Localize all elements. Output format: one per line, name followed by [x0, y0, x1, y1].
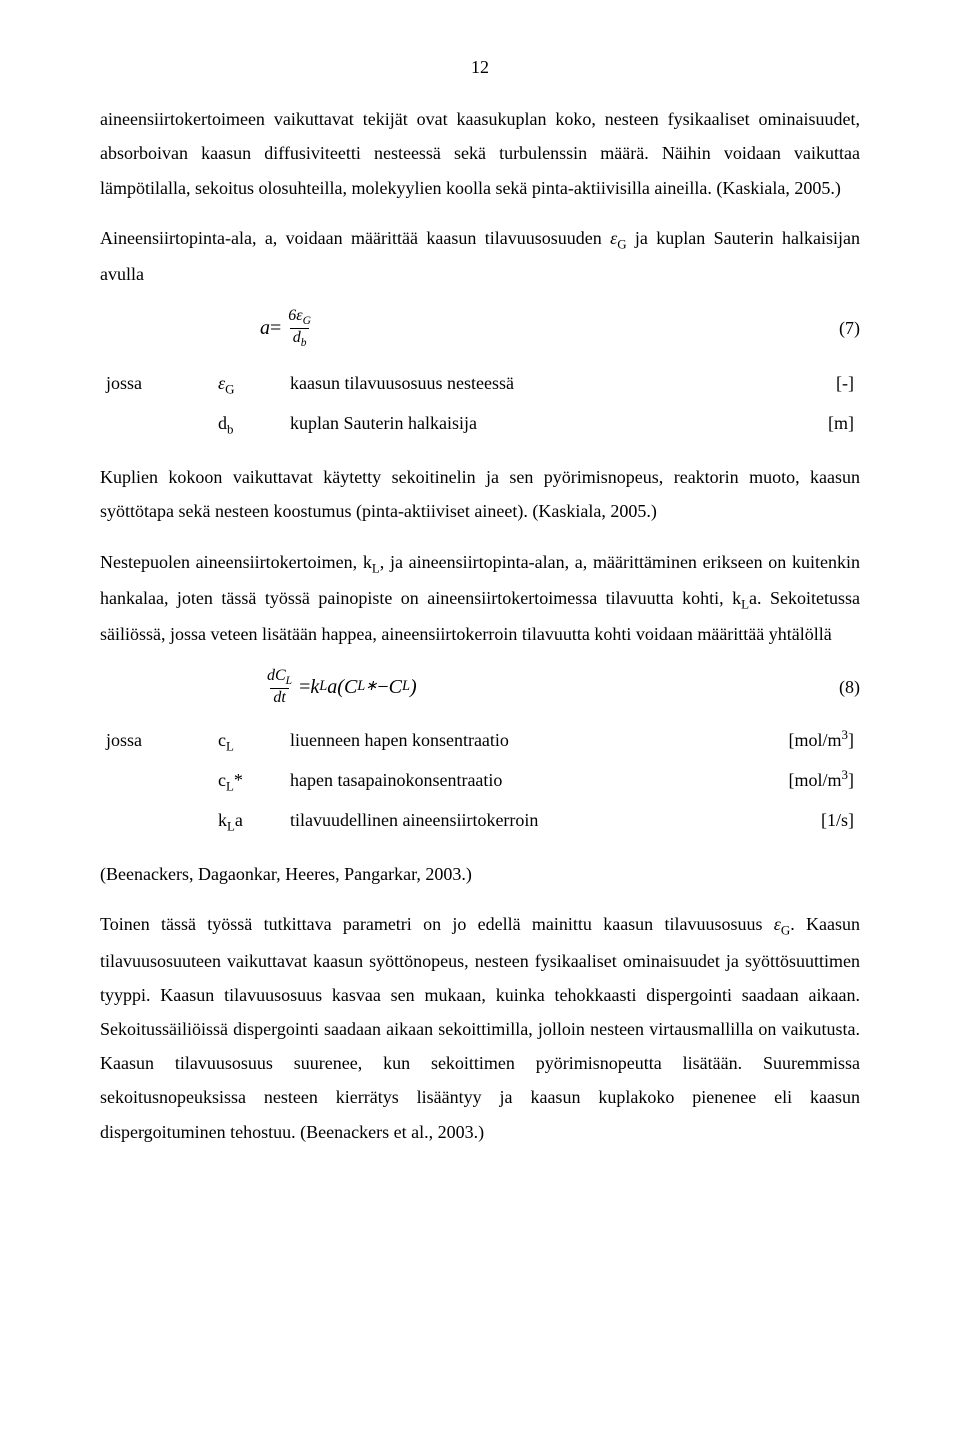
- empty: [100, 801, 212, 841]
- subscript: L: [226, 778, 234, 793]
- subscript: L: [741, 596, 749, 611]
- unit: [mol/m3]: [738, 761, 860, 801]
- description: kuplan Sauterin halkaisija: [284, 404, 738, 444]
- paragraph-6: Toinen tässä työssä tutkittava parametri…: [100, 907, 860, 1148]
- minus: −: [377, 668, 388, 706]
- sym: d: [218, 413, 227, 433]
- subscript: G: [617, 236, 626, 251]
- equals: =: [299, 668, 310, 706]
- a-open: a(: [327, 668, 344, 706]
- table-row: db kuplan Sauterin halkaisija [m]: [100, 404, 860, 444]
- text: . Kaasun tilavuusosuuteen vaikuttavat ka…: [100, 914, 860, 1141]
- table-row: kLa tilavuudellinen aineensiirtokerroin …: [100, 801, 860, 841]
- subscript: L: [227, 819, 235, 834]
- text: Aineensiirtopinta-ala, a, voidaan määrit…: [100, 228, 610, 248]
- denominator: dt: [270, 688, 288, 707]
- text: d: [293, 329, 301, 346]
- page: 12 aineensiirtokertoimeen vaikuttavat te…: [0, 0, 960, 1432]
- empty: [100, 404, 212, 444]
- subscript: L: [226, 738, 234, 753]
- sym: k: [218, 810, 227, 830]
- symbol: cL*: [212, 761, 284, 801]
- numerator: 6εG: [285, 307, 314, 328]
- numerator: dCL: [264, 667, 295, 688]
- symbol: kLa: [212, 801, 284, 841]
- equation-body: a = 6εG db: [260, 307, 800, 350]
- symbol: db: [212, 404, 284, 444]
- k: k: [310, 668, 319, 706]
- symbol: cL: [212, 721, 284, 761]
- table-row: jossa cL liuenneen hapen konsentraatio […: [100, 721, 860, 761]
- text: [mol/m: [789, 730, 842, 750]
- sym: c: [218, 730, 226, 750]
- unit: [1/s]: [738, 801, 860, 841]
- subscript: G: [225, 381, 234, 396]
- definitions-8: jossa cL liuenneen hapen konsentraatio […: [100, 721, 860, 842]
- subscript: b: [227, 422, 233, 437]
- post: a: [235, 810, 243, 830]
- text: 6ε: [288, 307, 302, 324]
- page-number: 12: [100, 50, 860, 84]
- close: ): [410, 668, 417, 706]
- label-jossa: jossa: [100, 721, 212, 761]
- text: Nestepuolen aineensiirtokertoimen, k: [100, 552, 372, 572]
- subscript: L: [402, 673, 410, 700]
- paragraph-4: Nestepuolen aineensiirtokertoimen, kL, j…: [100, 545, 860, 652]
- symbol-epsilon: ε: [774, 914, 781, 934]
- empty: [100, 761, 212, 801]
- fraction: 6εG db: [285, 307, 314, 350]
- unit: [mol/m3]: [738, 721, 860, 761]
- text: Toinen tässä työssä tutkittava parametri…: [100, 914, 774, 934]
- table-row: cL* hapen tasapainokonsentraatio [mol/m3…: [100, 761, 860, 801]
- CL: C: [389, 668, 402, 706]
- equation-8: dCL dt = kLa(CL∗ − CL) (8): [100, 667, 860, 706]
- label-jossa: jossa: [100, 364, 212, 404]
- text: ]: [848, 770, 854, 790]
- text: dC: [267, 667, 286, 684]
- text: [mol/m: [789, 770, 842, 790]
- equation-number: (7): [800, 311, 860, 345]
- description: kaasun tilavuusosuus nesteessä: [284, 364, 738, 404]
- unit: [-]: [738, 364, 860, 404]
- table-row: jossa εG kaasun tilavuusosuus nesteessä …: [100, 364, 860, 404]
- unit: [m]: [738, 404, 860, 444]
- equals: =: [270, 309, 281, 347]
- subscript: L: [372, 560, 380, 575]
- post: *: [234, 770, 243, 790]
- subscript: L: [286, 675, 292, 687]
- description: liuenneen hapen konsentraatio: [284, 721, 738, 761]
- lhs: a: [260, 309, 270, 347]
- symbol: εG: [212, 364, 284, 404]
- superscript: ∗: [365, 673, 377, 700]
- paragraph-1: aineensiirtokertoimeen vaikuttavat tekij…: [100, 102, 860, 205]
- description: tilavuudellinen aineensiirtokerroin: [284, 801, 738, 841]
- paragraph-3: Kuplien kokoon vaikuttavat käytetty seko…: [100, 460, 860, 528]
- subscript: G: [303, 315, 311, 327]
- definitions-7: jossa εG kaasun tilavuusosuus nesteessä …: [100, 364, 860, 444]
- Cstar: C: [344, 668, 357, 706]
- subscript: G: [781, 923, 790, 938]
- subscript: b: [301, 337, 307, 349]
- denominator: db: [290, 328, 310, 350]
- description: hapen tasapainokonsentraatio: [284, 761, 738, 801]
- equation-number: (8): [800, 670, 860, 704]
- paragraph-5: (Beenackers, Dagaonkar, Heeres, Pangarka…: [100, 857, 860, 891]
- fraction: dCL dt: [264, 667, 295, 706]
- subscript: L: [319, 673, 327, 700]
- text: ]: [848, 730, 854, 750]
- paragraph-2: Aineensiirtopinta-ala, a, voidaan määrit…: [100, 221, 860, 291]
- equation-body: dCL dt = kLa(CL∗ − CL): [260, 667, 800, 706]
- equation-7: a = 6εG db (7): [100, 307, 860, 350]
- subscript: L: [357, 673, 365, 700]
- sym: c: [218, 770, 226, 790]
